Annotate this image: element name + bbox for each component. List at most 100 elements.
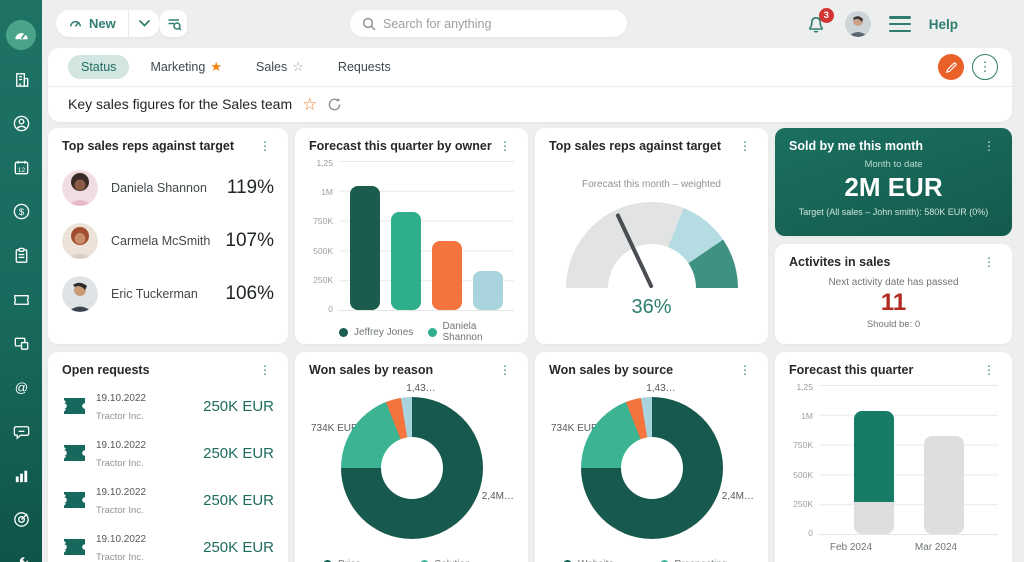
panel-kebab-menu[interactable]: ⋮: [972, 54, 998, 80]
request-date: 19.10.2022: [96, 487, 147, 498]
sidebar-item-companies[interactable]: [6, 64, 36, 94]
sidebar-item-products[interactable]: [6, 328, 36, 358]
bar-daniela-shannon: [391, 212, 421, 310]
request-date: 19.10.2022: [96, 534, 147, 545]
tab-status[interactable]: Status: [68, 55, 130, 79]
ticket-icon: [64, 492, 85, 508]
donut-label-right: 2,4M…: [481, 491, 514, 502]
ticket-icon: [64, 539, 85, 555]
favorite-star-icon[interactable]: ☆: [302, 94, 318, 114]
widget-forecast-quarter: Forecast this quarter ⋮ 1,25 1M 750K 500K 250…: [775, 352, 1012, 562]
donut-label-right: 2,4M…: [721, 491, 754, 502]
request-company: Tractor Inc.: [96, 411, 144, 422]
widget-kebab-menu[interactable]: ⋮: [259, 139, 271, 153]
widget-title: Top sales reps against target: [62, 139, 235, 153]
legend-label: Daniela Shannon: [442, 321, 483, 343]
notification-count-badge: 3: [818, 8, 834, 23]
bar-jeffrey-jones: [350, 186, 380, 310]
sidebar-item-notes[interactable]: [6, 240, 36, 270]
open-request-row[interactable]: 19.10.2022 Tractor Inc. 250K EUR: [62, 435, 274, 471]
stacked-bar-mar-2024: [923, 436, 964, 534]
calendar-12-icon: 12: [14, 160, 28, 174]
widget-kebab-menu[interactable]: ⋮: [499, 139, 511, 153]
request-company: Tractor Inc.: [96, 552, 144, 562]
kebab-icon: ⋮: [978, 59, 992, 74]
ticket-icon: [64, 398, 85, 414]
sidebar-item-chat[interactable]: [6, 416, 36, 446]
svg-text:@: @: [14, 379, 28, 394]
widget-kebab-menu[interactable]: ⋮: [739, 139, 751, 153]
tab-label: Status: [81, 60, 117, 74]
legend-dot: [339, 327, 348, 337]
request-company: Tractor Inc.: [96, 505, 144, 516]
y-axis-ticks: 1,25 1M 750K 500K 250K 0: [793, 382, 813, 538]
legend-dot: [563, 560, 572, 562]
y-axis-ticks: 1,25 1M 750K 500K 250K 0: [313, 158, 333, 314]
widget-kebab-menu[interactable]: ⋮: [259, 363, 271, 377]
bar-raphael-daugherty: [473, 271, 503, 310]
widget-kebab-menu[interactable]: ⋮: [983, 139, 995, 153]
list-search-button[interactable]: [160, 10, 187, 37]
sidebar-item-insights[interactable]: [6, 460, 36, 490]
sidebar-item-tickets[interactable]: [6, 284, 36, 314]
activities-footnote: Should be: 0: [866, 319, 921, 330]
bar-chart: 1,25 1M 750K 500K 250K 0: [309, 158, 514, 314]
request-company: Tractor Inc.: [96, 458, 144, 469]
notifications-button[interactable]: 3: [805, 8, 834, 35]
star-outline-icon: ☆: [292, 59, 304, 74]
sidebar-item-deals[interactable]: $: [6, 196, 36, 226]
insights-bars-icon: [15, 470, 27, 482]
gauge-icon: [70, 20, 81, 27]
widget-won-by-source: Won sales by source ⋮ 1,43… 734K EUR 2,4M…: [535, 352, 768, 562]
stacked-bar-chart: 1,25 1M 750K 500K 250K 0: [789, 382, 998, 538]
widget-kebab-menu[interactable]: ⋮: [983, 363, 995, 377]
dashboard-gauge-icon: [14, 31, 28, 39]
deals-dollar-icon: $: [13, 203, 29, 219]
tab-marketing[interactable]: Marketing ★: [137, 54, 235, 80]
user-avatar[interactable]: [844, 11, 871, 37]
edit-dashboard-button[interactable]: [938, 54, 964, 80]
widget-kebab-menu[interactable]: ⋮: [739, 363, 751, 377]
sidebar-item-contacts[interactable]: [6, 108, 36, 138]
sidebar-item-settings[interactable]: [6, 548, 36, 562]
chevron-down-icon: [138, 20, 150, 27]
new-button[interactable]: New: [56, 10, 128, 37]
request-value: 250K EUR: [203, 538, 274, 556]
widget-top-sales-reps: Top sales reps against target ⋮ Daniela S…: [48, 128, 288, 344]
widget-kebab-menu[interactable]: ⋮: [983, 255, 995, 269]
legend-label: Prospecting: [675, 559, 728, 562]
gauge-chart: [565, 202, 738, 288]
widget-grid: Top sales reps against target ⋮ Daniela S…: [48, 128, 1012, 562]
open-request-row[interactable]: 19.10.2022 Tractor Inc. 250K EUR: [62, 388, 274, 424]
rep-name: Carmela McSmith: [111, 234, 211, 248]
rep-name: Daniela Shannon: [111, 181, 207, 195]
sidebar-item-activities[interactable]: 12: [6, 152, 36, 182]
widget-kebab-menu[interactable]: ⋮: [499, 363, 511, 377]
new-dropdown-toggle[interactable]: [127, 10, 160, 37]
open-request-row[interactable]: 19.10.2022 Tractor Inc. 250K EUR: [62, 529, 274, 562]
legend-label: Jeffrey Jones: [354, 326, 414, 338]
stacked-bar-feb-2024: [853, 411, 894, 534]
request-date: 19.10.2022: [96, 393, 147, 404]
sidebar-item-dashboard[interactable]: [6, 20, 36, 50]
svg-text:$: $: [18, 206, 24, 217]
company-building-icon: [15, 72, 28, 87]
widget-won-by-reason: Won sales by reason ⋮ 1,43… 734K EUR 2,4M…: [295, 352, 528, 562]
widget-forecast-by-owner: Forecast this quarter by owner ⋮ 1,25 1M 75…: [295, 128, 528, 344]
tab-requests[interactable]: Requests: [325, 55, 404, 79]
search-input[interactable]: [383, 16, 615, 31]
legend-label: Solution: [435, 559, 471, 562]
gauge-value: 36%: [631, 296, 672, 318]
tab-sales[interactable]: Sales ☆: [243, 54, 317, 80]
widget-title: Forecast this quarter by owner: [309, 139, 492, 153]
legend-label: Website: [578, 559, 614, 562]
search-icon: [362, 17, 376, 31]
sidebar-nav: 12 $ @: [6, 20, 36, 562]
refresh-icon[interactable]: [327, 97, 342, 112]
rep-value: 107%: [225, 230, 274, 251]
hamburger-menu-icon[interactable]: [888, 16, 911, 32]
help-link[interactable]: Help: [928, 16, 958, 32]
sidebar-item-goals[interactable]: [6, 504, 36, 534]
open-request-row[interactable]: 19.10.2022 Tractor Inc. 250K EUR: [62, 482, 274, 518]
sidebar-item-campaigns[interactable]: @: [6, 372, 36, 402]
